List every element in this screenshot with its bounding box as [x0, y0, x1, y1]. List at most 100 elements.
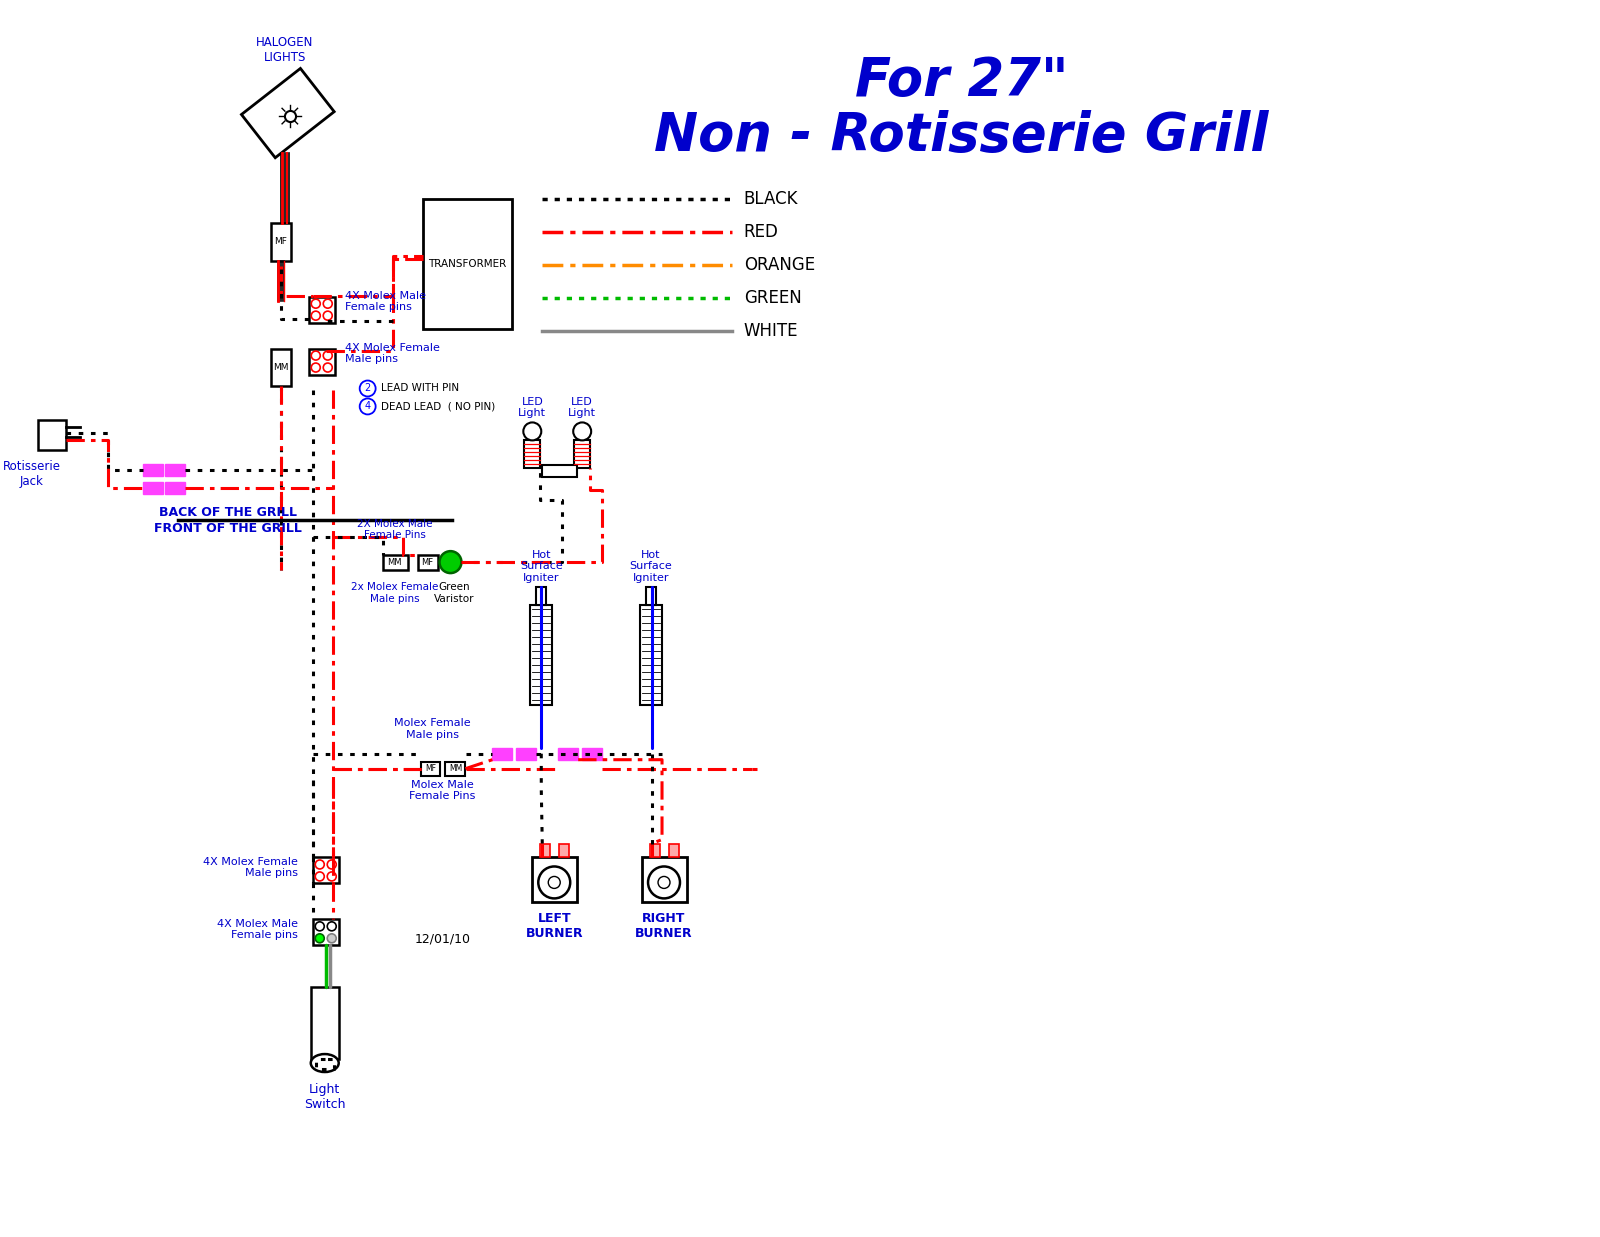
Text: LED
Light: LED Light [568, 397, 597, 418]
Polygon shape [242, 68, 334, 158]
Bar [525, 440, 541, 469]
Circle shape [328, 872, 336, 881]
Bar [270, 223, 291, 261]
Text: Light
Switch: Light Switch [304, 1084, 346, 1111]
Circle shape [312, 299, 320, 308]
Bar [558, 747, 578, 760]
Circle shape [360, 398, 376, 414]
Bar [142, 464, 163, 476]
Bar [38, 421, 66, 450]
Bar [560, 844, 570, 857]
Circle shape [323, 299, 333, 308]
Text: RED: RED [744, 223, 779, 241]
Circle shape [328, 922, 336, 930]
Text: BACK OF THE GRILL: BACK OF THE GRILL [158, 506, 298, 518]
Text: MM: MM [450, 764, 462, 773]
Bar [493, 747, 512, 760]
Bar [582, 747, 602, 760]
Circle shape [323, 351, 333, 360]
Text: For 27": For 27" [854, 56, 1069, 108]
Text: Hot
Surface
Igniter: Hot Surface Igniter [520, 550, 563, 583]
Bar [309, 349, 334, 375]
Circle shape [328, 934, 336, 943]
Bar [270, 349, 291, 386]
Circle shape [323, 362, 333, 372]
Text: MF: MF [275, 238, 288, 246]
Text: 4: 4 [365, 402, 371, 412]
Circle shape [538, 866, 570, 898]
Circle shape [312, 362, 320, 372]
Text: GREEN: GREEN [744, 288, 802, 307]
Circle shape [658, 877, 670, 888]
Bar [640, 605, 662, 705]
Bar [165, 464, 186, 476]
Text: MF: MF [421, 558, 434, 567]
Bar [382, 555, 408, 570]
Bar [312, 919, 339, 945]
Circle shape [523, 422, 541, 440]
Text: ORANGE: ORANGE [744, 256, 814, 273]
Bar [574, 440, 590, 469]
Bar [542, 465, 578, 477]
Text: FRONT OF THE GRILL: FRONT OF THE GRILL [154, 522, 302, 534]
Text: 2x Molex Female
Male pins: 2x Molex Female Male pins [350, 583, 438, 604]
Circle shape [440, 552, 461, 573]
Ellipse shape [310, 1054, 339, 1072]
Text: MF: MF [426, 764, 437, 773]
Text: 2X Molex Male
Female Pins: 2X Molex Male Female Pins [357, 518, 432, 541]
Text: TRANSFORMER: TRANSFORMER [429, 259, 507, 268]
Bar [142, 482, 163, 495]
Text: DEAD LEAD  ( NO PIN): DEAD LEAD ( NO PIN) [381, 402, 494, 412]
Bar [536, 588, 546, 605]
Bar [418, 555, 437, 570]
Text: WHITE: WHITE [744, 322, 798, 340]
Bar [310, 987, 339, 1059]
Text: LEAD WITH PIN: LEAD WITH PIN [381, 383, 459, 393]
Text: Molex Male
Female Pins: Molex Male Female Pins [410, 779, 475, 802]
Circle shape [328, 860, 336, 868]
Text: 12/01/10: 12/01/10 [414, 933, 470, 946]
Text: Rotisserie
Jack: Rotisserie Jack [2, 460, 61, 489]
Bar [669, 844, 678, 857]
Bar [530, 605, 552, 705]
Text: Hot
Surface
Igniter: Hot Surface Igniter [630, 550, 672, 583]
Text: Non - Rotisserie Grill: Non - Rotisserie Grill [654, 110, 1269, 162]
Bar [312, 857, 339, 883]
Circle shape [648, 866, 680, 898]
Text: RIGHT
BURNER: RIGHT BURNER [635, 913, 693, 940]
Text: 4X Molex Male
Female pins: 4X Molex Male Female pins [218, 919, 298, 940]
Circle shape [315, 934, 325, 943]
Bar [445, 762, 466, 776]
Circle shape [315, 922, 325, 930]
Bar [646, 588, 656, 605]
Text: 4X Molex Male
Female pins: 4X Molex Male Female pins [344, 291, 426, 313]
Circle shape [315, 860, 325, 868]
Bar [421, 762, 440, 776]
Bar [422, 199, 512, 329]
Text: LED
Light: LED Light [518, 397, 546, 418]
Circle shape [312, 312, 320, 320]
Circle shape [315, 872, 325, 881]
Bar [650, 844, 661, 857]
Bar [517, 747, 536, 760]
Text: 4X Molex Female
Male pins: 4X Molex Female Male pins [344, 343, 440, 365]
Circle shape [549, 877, 560, 888]
Text: Molex Female
Male pins: Molex Female Male pins [394, 719, 470, 740]
Circle shape [360, 381, 376, 397]
Text: HALOGEN
LIGHTS: HALOGEN LIGHTS [256, 36, 314, 64]
Bar [642, 857, 686, 902]
Circle shape [323, 312, 333, 320]
Circle shape [312, 351, 320, 360]
Text: MM: MM [387, 558, 402, 567]
Text: 2: 2 [365, 383, 371, 393]
Text: MM: MM [274, 362, 288, 372]
Text: 4X Molex Female
Male pins: 4X Molex Female Male pins [203, 857, 298, 878]
Bar [309, 297, 334, 323]
Text: LEFT
BURNER: LEFT BURNER [525, 913, 582, 940]
Circle shape [573, 422, 590, 440]
Bar [533, 857, 578, 902]
Text: BLACK: BLACK [744, 190, 798, 208]
Bar [541, 844, 550, 857]
Text: Green
Varistor: Green Varistor [434, 583, 475, 604]
Bar [165, 482, 186, 495]
